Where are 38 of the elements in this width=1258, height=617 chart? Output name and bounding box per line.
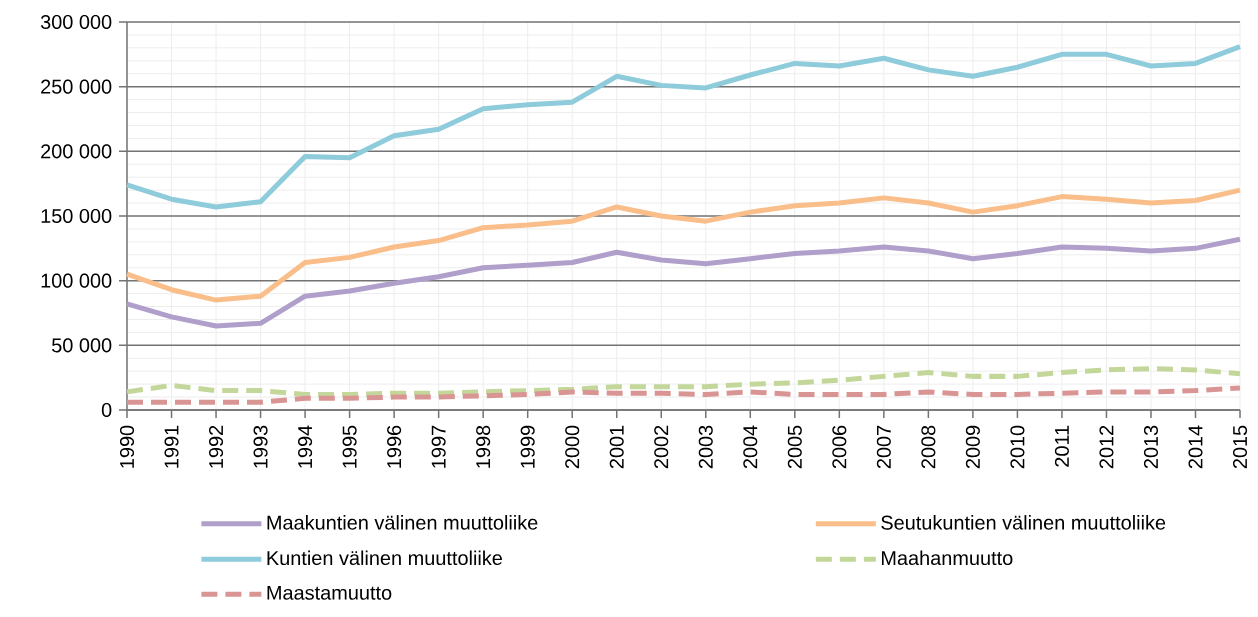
x-tick-label: 1995: [342, 425, 357, 468]
legend-label: Maastamuutto: [267, 585, 392, 600]
x-tick-label: 1994: [298, 425, 313, 468]
x-tick-label: 2003: [698, 425, 713, 469]
x-tick-label: 2000: [565, 425, 580, 469]
x-tick-label: 2004: [743, 425, 758, 469]
x-tick-label: 2013: [1143, 425, 1159, 469]
y-tick-label: 150 000: [41, 208, 112, 224]
x-tick-label: 2001: [609, 425, 624, 469]
x-tick-label: 1998: [476, 425, 491, 468]
legend-label: Kuntien välinen muuttoliike: [267, 550, 502, 566]
x-tick-label: 1991: [164, 425, 179, 468]
x-tick-label: 1990: [119, 425, 135, 468]
y-tick-label: 200 000: [41, 144, 112, 159]
y-tick-label: 0: [101, 402, 112, 418]
x-tick-label: 2008: [921, 425, 936, 469]
y-tick-label: 300 000: [40, 14, 112, 30]
x-tick-label: 1993: [253, 425, 268, 468]
x-tick-label: 2011: [1054, 425, 1069, 467]
y-tick-label: 50 000: [52, 338, 112, 353]
x-tick-label: 2010: [1010, 425, 1025, 469]
legend-label: Maahanmuutto: [881, 550, 1013, 566]
legend-label: Seutukuntien välinen muuttoliike: [881, 515, 1166, 530]
x-tick-label: 2012: [1099, 425, 1114, 469]
x-tick-label: 1997: [431, 425, 446, 468]
x-tick-label: 2014: [1188, 425, 1203, 469]
x-tick-label: 2007: [876, 425, 891, 469]
legend-label: Maakuntien välinen muuttoliike: [267, 515, 538, 530]
x-tick-label: 2002: [654, 425, 669, 469]
x-tick-label: 1996: [387, 425, 402, 468]
x-tick-label: 2009: [965, 425, 980, 469]
x-tick-label: 1992: [208, 425, 224, 468]
x-tick-label: 2015: [1232, 425, 1248, 469]
x-tick-label: 2005: [787, 425, 802, 469]
x-tick-label: 1999: [520, 425, 535, 468]
x-tick-label: 2006: [832, 425, 847, 469]
y-tick-label: 100 000: [41, 273, 112, 288]
y-tick-label: 250 000: [41, 79, 112, 94]
